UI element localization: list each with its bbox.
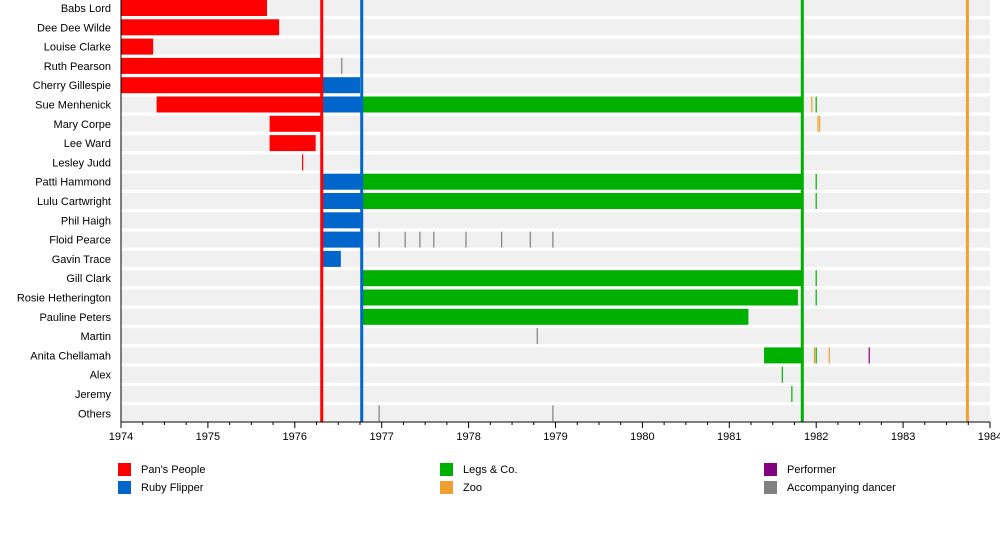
member-bar [121, 0, 267, 16]
row-label: Rosie Hetherington [17, 293, 111, 305]
member-bar [121, 77, 322, 94]
row-label: Dee Dee Wilde [37, 22, 111, 34]
member-bar [321, 193, 362, 209]
member-bar [361, 270, 803, 287]
row-label: Lulu Cartwright [37, 196, 111, 208]
member-bar [121, 57, 322, 74]
x-tick-label: 1981 [717, 431, 741, 440]
legend-item: Ruby Flipper [118, 481, 203, 494]
legend-label: Zoo [463, 481, 482, 494]
x-tick-label: 1976 [283, 431, 307, 440]
x-tick-label: 1984 [978, 431, 1000, 440]
row-label: Mary Corpe [54, 119, 111, 131]
legend-label: Performer [787, 463, 836, 476]
x-tick-label: 1977 [369, 431, 393, 440]
member-bar [121, 19, 280, 36]
member-bar [321, 96, 362, 113]
member-bar [361, 193, 803, 209]
member-bar [321, 212, 362, 229]
row-band [121, 347, 990, 364]
x-tick-label: 1982 [804, 431, 828, 440]
member-bar [321, 250, 341, 267]
row-band [121, 386, 990, 402]
row-band [121, 38, 990, 55]
legend-swatch [118, 481, 131, 494]
legend-item: Legs & Co. [440, 463, 517, 476]
row-band [121, 405, 990, 422]
timeline-chart: Babs Lord Dee Dee Wilde Louise Clarke Ruth … [17, 0, 1000, 440]
row-label: Martin [80, 331, 111, 343]
row-label: Lee Ward [64, 138, 111, 150]
row-band [121, 57, 990, 74]
row-label: Alex [90, 370, 112, 382]
legend-item: Accompanying dancer [764, 481, 896, 494]
x-tick-label: 1975 [196, 431, 220, 440]
legend-item: Performer [764, 463, 836, 476]
x-tick-label: 1979 [543, 431, 567, 440]
row-label: Jeremy [75, 389, 112, 401]
row-label: Cherry Gillespie [33, 80, 111, 92]
member-bar [321, 77, 360, 94]
member-bar [764, 347, 803, 364]
legend-label: Ruby Flipper [141, 481, 204, 494]
member-bar [121, 38, 154, 55]
row-band [121, 115, 990, 132]
member-bar [361, 173, 803, 190]
legend-label: Pan's People [141, 463, 206, 476]
member-bar [361, 96, 803, 113]
row-band [121, 19, 990, 36]
row-label: Sue Menhenick [35, 100, 111, 112]
legend-swatch [440, 481, 453, 494]
legend-swatch [764, 481, 777, 494]
row-label: Anita Chellamah [30, 350, 111, 362]
row-label: Patti Hammond [35, 177, 111, 189]
row-band [121, 328, 990, 345]
row-band [121, 250, 990, 267]
row-label: Gill Clark [66, 273, 111, 285]
legend-swatch [118, 463, 131, 476]
row-band [121, 154, 990, 171]
member-bar [321, 231, 362, 248]
row-label: Others [78, 408, 112, 420]
x-tick-label: 1974 [109, 431, 133, 440]
row-label: Gavin Trace [52, 254, 111, 266]
x-tick-label: 1980 [630, 431, 654, 440]
member-bar [321, 173, 362, 190]
row-band [121, 231, 990, 248]
row-label: Phil Haigh [61, 215, 111, 227]
x-tick-label: 1978 [456, 431, 480, 440]
row-band [121, 135, 990, 152]
legend-item: Zoo [440, 481, 482, 494]
row-band [121, 0, 990, 16]
legend-label: Accompanying dancer [787, 481, 896, 494]
legend-label: Legs & Co. [463, 463, 518, 476]
row-label: Babs Lord [61, 3, 111, 15]
member-bar [361, 289, 798, 306]
row-label: Louise Clarke [44, 42, 111, 54]
legend-item: Pan's People [118, 463, 205, 476]
member-bar [269, 135, 316, 152]
row-label: Floid Pearce [49, 235, 111, 247]
row-label: Ruth Pearson [44, 61, 111, 73]
legend-swatch [764, 463, 777, 476]
x-tick-label: 1983 [891, 431, 915, 440]
row-band [121, 212, 990, 229]
row-label: Pauline Peters [39, 312, 111, 324]
row-label: Lesley Judd [52, 157, 111, 169]
member-bar [269, 115, 322, 132]
member-bar [156, 96, 322, 113]
member-bar [361, 308, 749, 325]
row-band [121, 366, 990, 383]
legend-swatch [440, 463, 453, 476]
